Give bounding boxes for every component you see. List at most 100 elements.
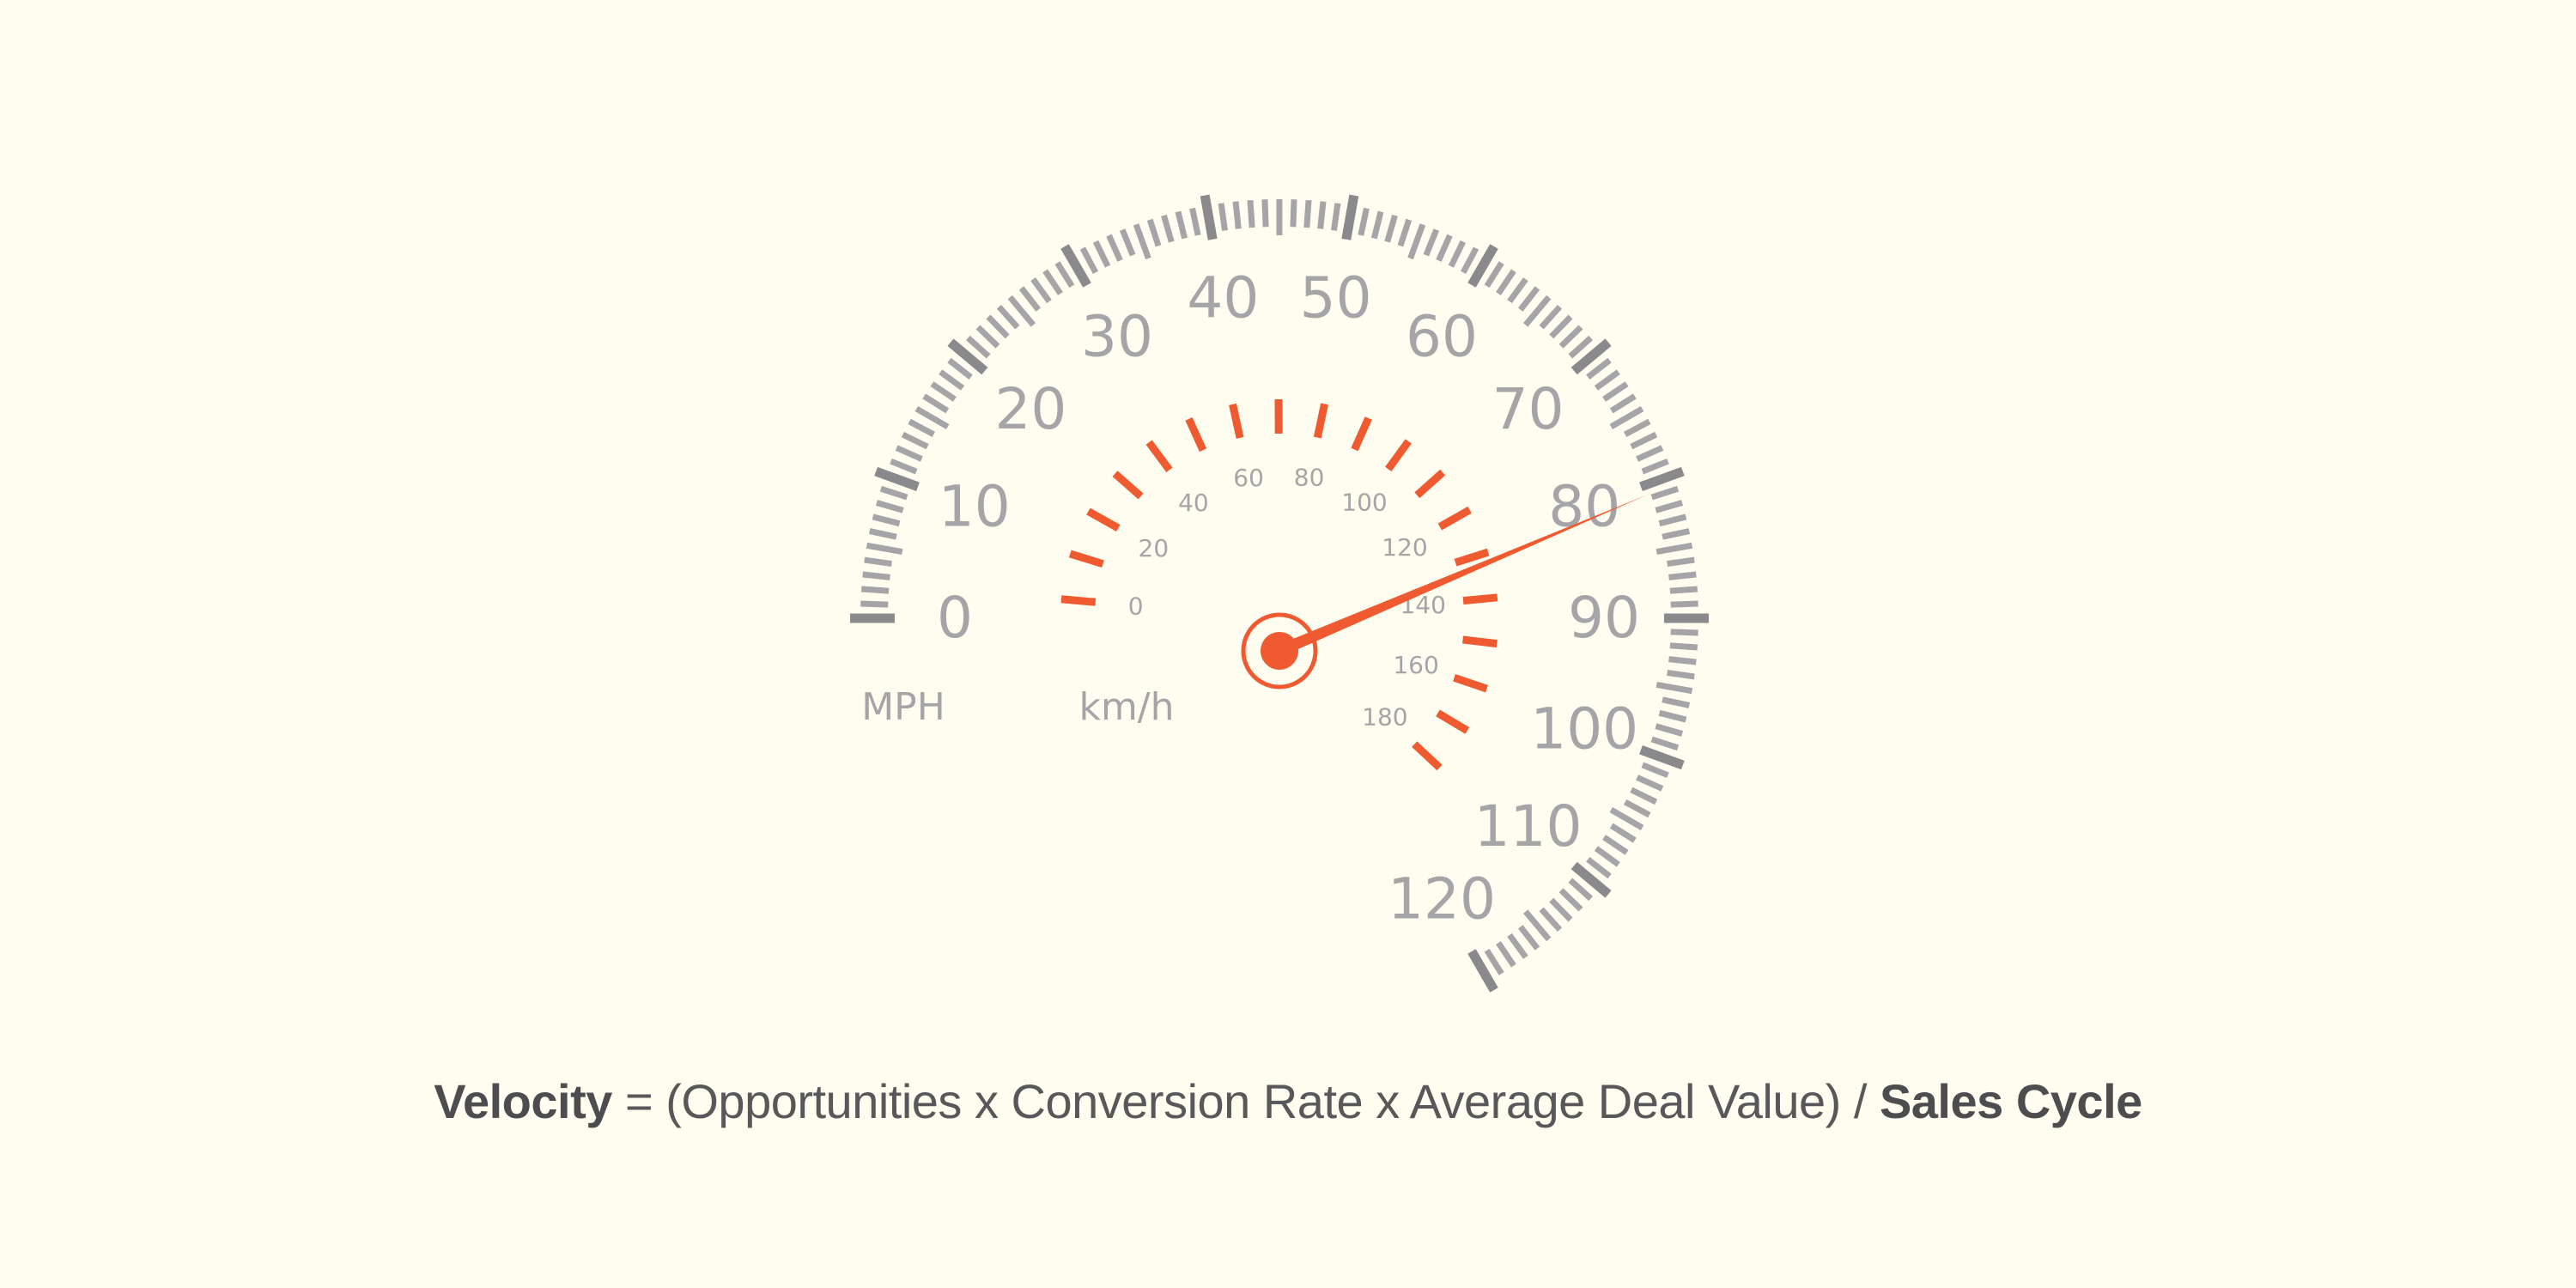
mph-minor-tick [1670,600,1698,608]
kmh-tick [1313,403,1328,439]
mph-minor-tick [1146,218,1162,247]
mph-minor-tick [1669,586,1698,594]
mph-label: 70 [1492,376,1564,442]
mph-minor-tick [1484,948,1504,975]
mph-minor-tick [1054,261,1075,289]
mph-minor-tick [1423,228,1440,257]
mph-minor-tick [1517,925,1540,951]
mph-major-tick [1467,949,1498,993]
mph-minor-tick [1667,556,1695,568]
formula-velocity-term: Velocity [434,1074,612,1128]
kmh-label: 20 [1139,534,1170,562]
kmh-label: 0 [1128,592,1144,620]
mph-minor-tick [1594,369,1620,391]
kmh-label: 120 [1382,533,1427,562]
mph-minor-tick [1539,907,1563,932]
kmh-tick [1112,471,1144,500]
mph-minor-tick [996,305,1020,330]
mph-minor-tick [1539,305,1563,330]
mph-minor-tick [1496,941,1516,968]
mph-minor-tick [1247,199,1255,228]
kmh-tick [1414,469,1446,499]
mph-minor-tick [1030,277,1052,304]
mph-minor-tick [1658,513,1687,527]
mph-minor-tick [1623,418,1651,438]
mph-minor-tick [1496,269,1516,295]
mph-minor-tick [1106,234,1123,262]
mph-major-tick [1200,194,1218,240]
mph-minor-tick [1602,381,1629,402]
mph-minor-tick [1436,234,1453,262]
kmh-tick [1145,440,1173,472]
mph-minor-tick [1594,846,1620,867]
mph-minor-tick [1119,228,1136,257]
kmh-tick [1436,709,1470,734]
kmh-label: 80 [1294,464,1325,492]
mph-minor-tick [1079,246,1099,275]
mph-minor-tick [1609,806,1644,831]
mph-minor-tick [1507,277,1528,304]
mph-minor-tick [1397,218,1413,247]
mph-minor-tick [872,513,901,527]
mph-minor-tick [1641,458,1669,475]
mph-minor-tick [1586,856,1612,879]
mph-minor-tick [1407,223,1426,260]
kmh-tick [1060,595,1097,606]
kmh-tick [1229,403,1244,439]
speedometer-needle [1277,495,1648,657]
kmh-tick [1454,548,1490,567]
mph-label: 100 [1530,696,1638,762]
mph-label: 50 [1300,265,1372,331]
mph-minor-tick [1317,201,1327,229]
mph-minor-tick [1636,445,1664,462]
mph-minor-tick [1042,269,1063,295]
kmh-tick [1462,593,1498,605]
mph-minor-tick [1175,210,1188,240]
mph-minor-tick [901,431,929,450]
mph-minor-tick [1656,542,1693,555]
mph-minor-tick [1549,314,1573,339]
kmh-tick [1412,741,1443,771]
mph-major-tick [1639,745,1685,770]
mph-minor-tick [1018,286,1042,312]
mph-minor-tick [914,405,950,430]
mph-minor-tick [1303,199,1312,228]
mph-label: 10 [939,474,1011,540]
mph-minor-tick [866,542,903,555]
mph-major-tick [1571,861,1612,898]
mph-minor-tick [879,485,908,501]
kmh-label: 60 [1233,464,1264,492]
mph-minor-tick [1650,736,1680,751]
mph-label: 0 [937,585,973,651]
mph-minor-tick [1602,835,1629,855]
mph-minor-tick [1161,214,1175,243]
kmh-tick [1185,416,1207,453]
mph-minor-tick [1655,723,1684,737]
formula-expression: = (Opportunities x Conversion Rate x Ave… [611,1074,1880,1128]
velocity-formula: Velocity = (Opportunities x Conversion R… [0,1073,2576,1129]
mph-minor-tick [1558,888,1583,912]
mph-label: 20 [994,376,1066,442]
mph-minor-tick [1568,878,1593,902]
mph-minor-tick [1358,207,1370,236]
kmh-label: 40 [1178,489,1209,517]
mph-label: 30 [1081,304,1153,370]
kmh-tick-marks [1060,398,1498,771]
mph-minor-tick [1290,199,1297,228]
mph-unit-label: MPH [861,685,945,729]
mph-minor-tick [1656,682,1693,695]
mph-label: 120 [1388,866,1496,932]
mph-major-tick [1341,194,1359,240]
kmh-tick [1351,416,1372,452]
mph-minor-tick [1650,485,1680,501]
formula-sales-cycle-term: Sales Cycle [1879,1074,2142,1128]
mph-minor-tick [1667,669,1695,680]
mph-label: 80 [1548,474,1620,540]
mph-minor-tick [1460,246,1479,275]
mph-minor-tick [1609,823,1637,843]
needle-hub-ring [1241,612,1318,690]
kmh-tick [1462,635,1498,648]
mph-minor-tick [1232,201,1242,229]
mph-minor-tick [1007,295,1036,327]
